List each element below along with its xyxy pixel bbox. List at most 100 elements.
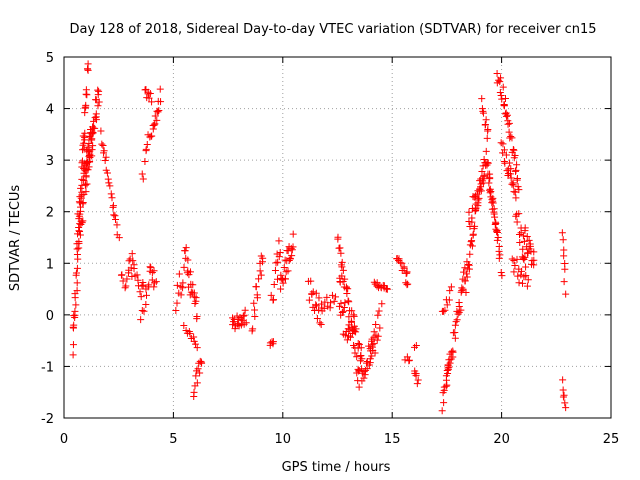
data-point bbox=[530, 256, 538, 264]
data-point bbox=[489, 199, 497, 207]
data-point bbox=[520, 237, 528, 245]
data-point bbox=[478, 168, 486, 176]
data-point bbox=[130, 264, 138, 272]
data-point bbox=[77, 184, 85, 192]
data-point bbox=[259, 254, 267, 262]
data-points bbox=[69, 60, 570, 415]
data-point bbox=[102, 153, 110, 161]
data-point bbox=[560, 246, 568, 254]
data-point bbox=[559, 376, 567, 384]
data-point bbox=[346, 333, 354, 341]
data-point bbox=[187, 288, 195, 296]
data-point bbox=[487, 187, 495, 195]
data-point bbox=[151, 112, 159, 120]
data-point bbox=[497, 268, 505, 276]
data-point bbox=[123, 275, 131, 283]
data-point bbox=[480, 156, 488, 164]
data-point bbox=[308, 290, 316, 298]
data-point bbox=[272, 259, 280, 267]
data-point bbox=[100, 147, 108, 155]
data-point bbox=[315, 294, 323, 302]
data-point bbox=[340, 304, 348, 312]
data-point bbox=[459, 285, 467, 293]
data-point bbox=[92, 110, 100, 118]
data-point bbox=[486, 189, 494, 197]
data-point bbox=[289, 230, 297, 238]
data-point bbox=[452, 318, 460, 326]
data-point bbox=[360, 374, 368, 382]
data-point bbox=[461, 277, 469, 285]
data-point bbox=[457, 306, 465, 314]
data-point bbox=[192, 297, 200, 305]
data-point bbox=[443, 301, 451, 309]
y-tick-label: 3 bbox=[46, 154, 54, 169]
data-point bbox=[83, 180, 91, 188]
data-point bbox=[559, 236, 567, 244]
data-point bbox=[412, 372, 420, 380]
data-point bbox=[476, 185, 484, 193]
data-point bbox=[509, 181, 517, 189]
data-point bbox=[289, 243, 297, 251]
data-point bbox=[451, 328, 459, 336]
data-point bbox=[479, 109, 487, 117]
data-point bbox=[252, 283, 260, 291]
data-point bbox=[507, 165, 515, 173]
data-point bbox=[113, 221, 121, 229]
data-point bbox=[350, 342, 358, 350]
data-point bbox=[107, 190, 115, 198]
data-point bbox=[561, 399, 569, 407]
data-point bbox=[109, 202, 117, 210]
data-point bbox=[335, 302, 343, 310]
data-point bbox=[348, 307, 356, 315]
data-point bbox=[338, 309, 346, 317]
data-point bbox=[279, 279, 287, 287]
data-point bbox=[146, 90, 154, 98]
data-point bbox=[172, 306, 180, 314]
data-point bbox=[313, 315, 321, 323]
data-point bbox=[84, 143, 92, 151]
data-point bbox=[521, 253, 529, 261]
data-point bbox=[403, 281, 411, 289]
data-point bbox=[81, 129, 89, 137]
data-point bbox=[320, 304, 328, 312]
data-point bbox=[559, 393, 567, 401]
data-point bbox=[321, 298, 329, 306]
data-point bbox=[445, 296, 453, 304]
data-point bbox=[348, 318, 355, 326]
data-point bbox=[70, 324, 78, 332]
data-point bbox=[442, 382, 450, 390]
data-point bbox=[504, 120, 512, 128]
data-point bbox=[69, 351, 77, 359]
data-point bbox=[439, 307, 447, 315]
data-point bbox=[472, 205, 480, 213]
data-point bbox=[94, 86, 102, 94]
data-point bbox=[73, 240, 81, 248]
y-tick-label: -1 bbox=[41, 360, 54, 375]
data-point bbox=[71, 294, 79, 302]
data-point bbox=[453, 316, 461, 324]
data-point bbox=[334, 235, 342, 243]
data-point bbox=[276, 249, 284, 257]
data-point bbox=[84, 66, 92, 74]
data-point bbox=[141, 157, 149, 165]
data-point bbox=[82, 188, 90, 196]
x-tick-label: 10 bbox=[275, 432, 292, 447]
data-point bbox=[503, 111, 511, 119]
data-point bbox=[468, 205, 476, 213]
data-point bbox=[372, 320, 380, 328]
data-point bbox=[400, 264, 408, 272]
data-point bbox=[497, 91, 505, 99]
data-point bbox=[157, 98, 165, 106]
data-point bbox=[234, 320, 242, 328]
data-point bbox=[153, 107, 161, 115]
data-point bbox=[524, 249, 532, 257]
data-point bbox=[339, 307, 347, 315]
data-point bbox=[330, 297, 338, 305]
data-point bbox=[149, 125, 157, 133]
data-point bbox=[519, 279, 527, 287]
data-point bbox=[249, 325, 257, 333]
data-point bbox=[140, 307, 148, 315]
data-point bbox=[155, 107, 163, 115]
data-point bbox=[82, 101, 90, 109]
data-point bbox=[150, 283, 158, 291]
